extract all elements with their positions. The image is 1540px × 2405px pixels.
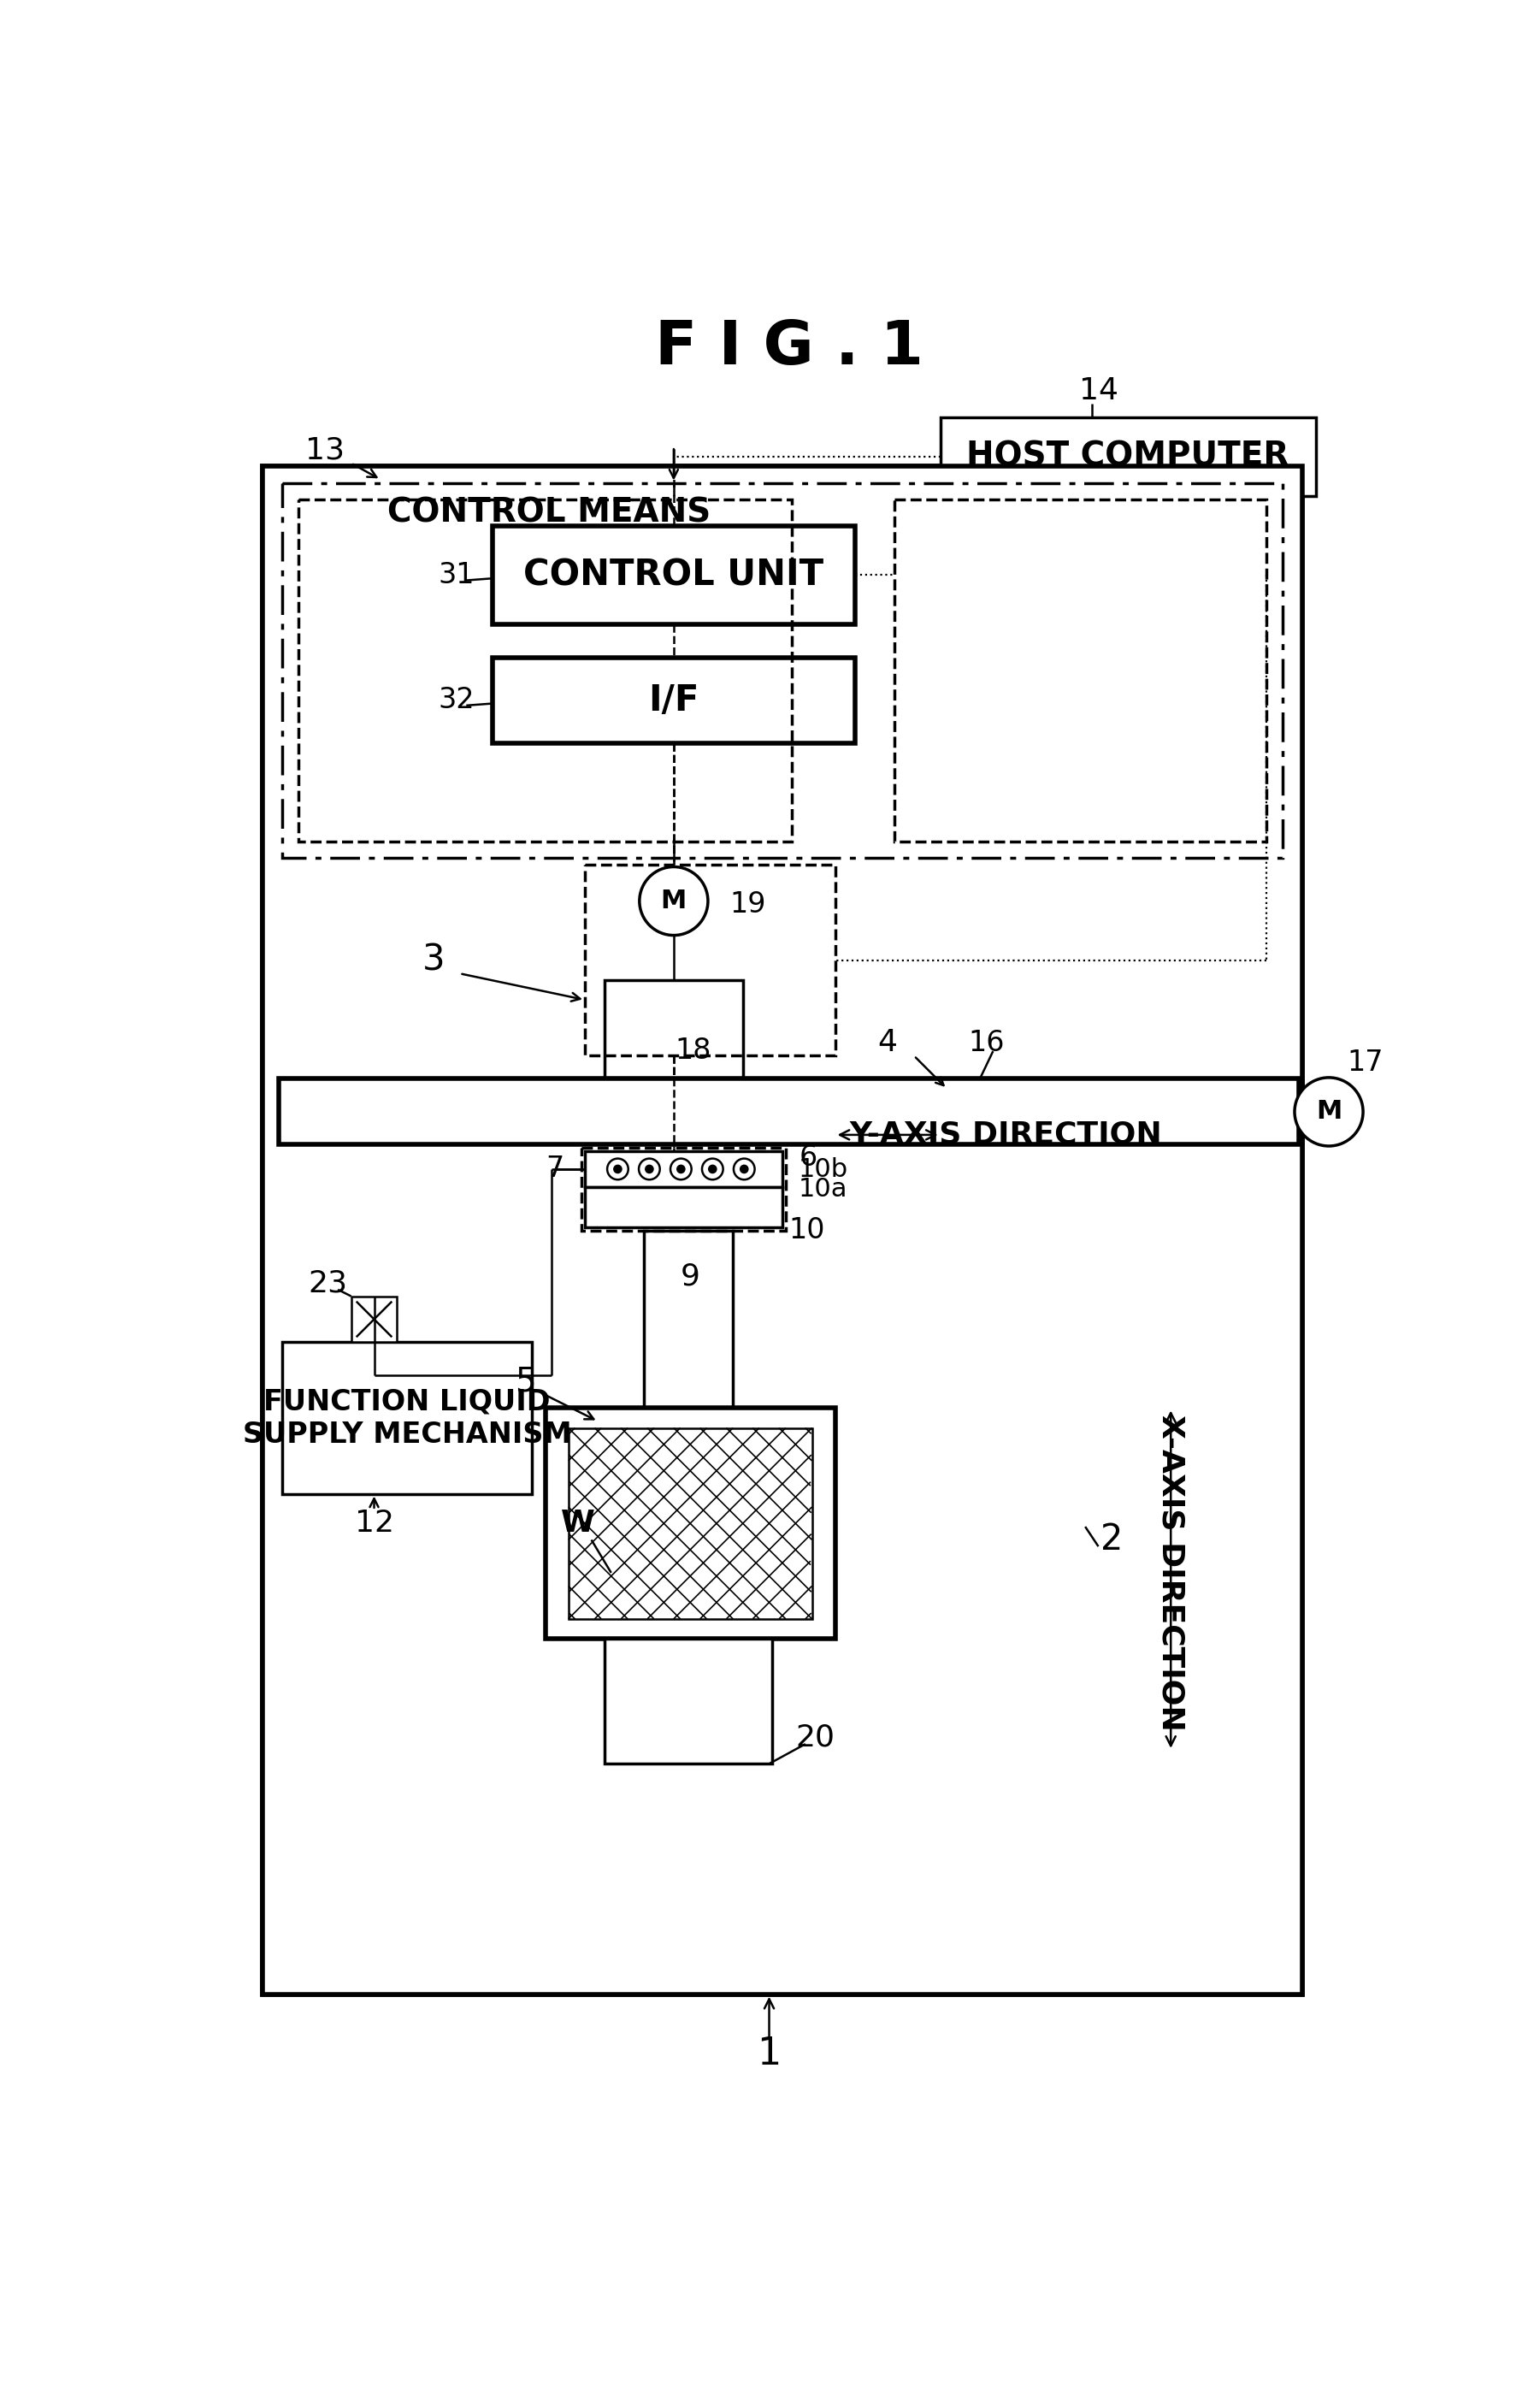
Bar xyxy=(585,1188,782,1227)
Bar xyxy=(585,866,835,1056)
Text: 5: 5 xyxy=(514,1366,536,1397)
Text: Y-AXIS DIRECTION: Y-AXIS DIRECTION xyxy=(850,1121,1163,1150)
Text: 13: 13 xyxy=(305,435,345,464)
Bar xyxy=(262,467,1303,1994)
Text: 10a: 10a xyxy=(799,1176,849,1202)
Text: 23: 23 xyxy=(308,1267,348,1299)
Circle shape xyxy=(1295,1077,1363,1147)
Bar xyxy=(895,500,1266,842)
Circle shape xyxy=(678,1164,685,1174)
Text: CONTROL MEANS: CONTROL MEANS xyxy=(387,495,711,529)
Bar xyxy=(493,527,855,625)
Bar xyxy=(605,1638,773,1763)
Text: X-AXIS DIRECTION: X-AXIS DIRECTION xyxy=(1157,1414,1186,1732)
Circle shape xyxy=(708,1164,716,1174)
Text: 1: 1 xyxy=(758,2035,781,2073)
Text: SUPPLY MECHANISM: SUPPLY MECHANISM xyxy=(243,1421,571,1448)
Bar xyxy=(282,483,1283,859)
Text: 7: 7 xyxy=(547,1154,564,1183)
Bar xyxy=(605,981,742,1082)
Text: 31: 31 xyxy=(439,560,474,589)
Bar xyxy=(493,657,855,743)
Text: 9: 9 xyxy=(681,1263,701,1291)
Bar xyxy=(279,1080,1300,1145)
Circle shape xyxy=(639,866,708,936)
Bar xyxy=(582,1147,785,1231)
Text: 32: 32 xyxy=(439,685,474,714)
Text: HOST COMPUTER: HOST COMPUTER xyxy=(967,440,1289,474)
Text: 3: 3 xyxy=(422,943,445,979)
Text: CONTROL UNIT: CONTROL UNIT xyxy=(524,558,824,594)
Text: 12: 12 xyxy=(354,1508,394,1537)
Bar xyxy=(299,500,792,842)
Bar xyxy=(545,1409,835,1638)
Text: I/F: I/F xyxy=(648,683,699,719)
Text: 19: 19 xyxy=(730,890,765,919)
Text: 14: 14 xyxy=(1078,375,1118,404)
Text: 2: 2 xyxy=(1100,1522,1123,1558)
Text: 6: 6 xyxy=(799,1145,816,1171)
Text: M: M xyxy=(661,890,687,914)
Text: W: W xyxy=(561,1508,596,1537)
Text: 10b: 10b xyxy=(799,1157,849,1183)
Text: 18: 18 xyxy=(676,1037,711,1065)
Text: F I G . 1: F I G . 1 xyxy=(654,317,922,378)
Text: M: M xyxy=(1315,1099,1341,1123)
Bar xyxy=(585,1152,782,1188)
Circle shape xyxy=(741,1164,748,1174)
Bar xyxy=(351,1296,397,1342)
Text: 20: 20 xyxy=(796,1722,835,1751)
Text: FUNCTION LIQUID: FUNCTION LIQUID xyxy=(263,1388,550,1417)
Bar xyxy=(282,1342,533,1494)
Text: 17: 17 xyxy=(1348,1049,1383,1077)
Text: 16: 16 xyxy=(969,1029,1004,1056)
Bar xyxy=(941,416,1315,495)
Text: 10: 10 xyxy=(788,1217,825,1243)
Bar xyxy=(568,1429,812,1619)
Circle shape xyxy=(614,1164,622,1174)
Bar xyxy=(262,467,1303,1994)
Text: 4: 4 xyxy=(878,1027,898,1058)
Bar xyxy=(644,1231,733,1592)
Circle shape xyxy=(645,1164,653,1174)
